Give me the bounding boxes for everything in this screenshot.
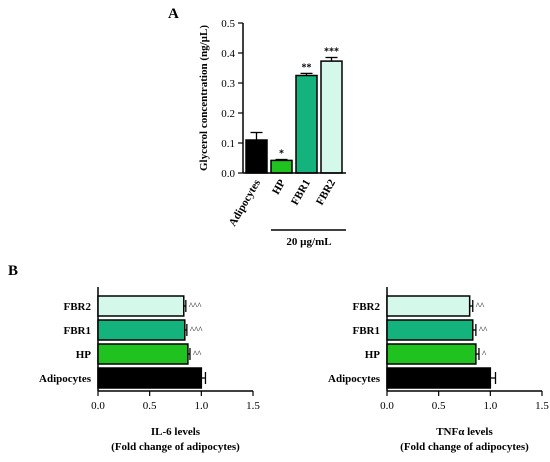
y-tick-label: 0.1 (221, 138, 235, 150)
y-category-label: FBR2 (64, 301, 92, 313)
bar-fbr1 (97, 319, 186, 341)
x-axis-subtitle: (Fold change of adipocytes) (400, 441, 529, 453)
x-category-label: Adipocytes (227, 177, 264, 229)
y-tick-label: 0.0 (221, 168, 235, 180)
bar-adipocytes (245, 139, 268, 174)
bar-hp (386, 343, 477, 365)
bar-fbr2 (97, 295, 185, 317)
y-category-label: HP (365, 349, 381, 361)
bar-fbr1 (386, 319, 474, 341)
x-tick-label: 0.5 (432, 400, 446, 412)
x-tick-label: 0.0 (91, 400, 105, 412)
bar-fbr1 (295, 74, 318, 174)
y-tick-label: 0.4 (221, 48, 235, 60)
panel-label-a: A (168, 6, 179, 22)
y-category-label: FBR2 (353, 301, 381, 313)
x-axis-title: IL-6 levels (151, 426, 201, 438)
significance-marker: ^^ (476, 301, 485, 311)
y-category-label: HP (76, 349, 92, 361)
y-category-label: Adipocytes (328, 373, 381, 385)
chart-il6: 0.0 0.5 1.0 1.5 Adipocytes ^^ HP ^^^ FBR1 ^^^ FBR2… (39, 287, 260, 453)
significance-marker: ^ (482, 349, 487, 359)
significance-marker: * (279, 149, 284, 160)
chart-glycerol: 0.0 0.1 0.2 0.3 0.4 0.5 Glycerol concentration… (198, 18, 346, 248)
x-category-label: HP (270, 177, 288, 196)
x-tick-label: 1.0 (483, 400, 497, 412)
x-tick-label: 1.5 (535, 400, 549, 412)
y-tick-label: 0.5 (221, 18, 235, 30)
y-tick-label: 0.3 (221, 78, 235, 90)
x-category-label: FBR2 (314, 177, 338, 207)
bar-fbr2 (320, 60, 343, 174)
bar-fbr2 (386, 295, 471, 317)
bar-hp (97, 343, 189, 365)
y-category-label: FBR1 (64, 325, 92, 337)
significance-marker: ^^^ (190, 325, 203, 335)
panel-label-b: B (8, 263, 18, 279)
significance-marker: ^^^ (189, 301, 202, 311)
group-label: 20 µg/mL (286, 236, 331, 248)
significance-marker: *** (324, 47, 339, 58)
x-tick-label: 1.5 (246, 400, 260, 412)
x-category-label: FBR1 (289, 178, 313, 208)
bar-hp (270, 159, 293, 174)
x-tick-label: 0.0 (380, 400, 394, 412)
significance-marker: ^^ (479, 325, 488, 335)
significance-marker: ** (302, 62, 312, 73)
x-axis-title: TNFα levels (436, 426, 493, 438)
significance-marker: ^^ (193, 349, 202, 359)
chart-tnfa: 0.0 0.5 1.0 1.5 Adipocytes ^ HP ^^ FBR1 ^^ FBR2 TNF… (328, 287, 549, 453)
y-category-label: Adipocytes (39, 373, 92, 385)
y-category-label: FBR1 (353, 325, 381, 337)
bar-adipocytes (386, 367, 492, 389)
x-axis-subtitle: (Fold change of adipocytes) (111, 441, 240, 453)
x-tick-label: 0.5 (143, 400, 157, 412)
x-tick-label: 1.0 (194, 400, 208, 412)
y-axis-title: Glycerol concentration (ng/µL) (198, 25, 210, 171)
y-tick-label: 0.2 (221, 108, 235, 120)
bar-adipocytes (97, 367, 203, 389)
